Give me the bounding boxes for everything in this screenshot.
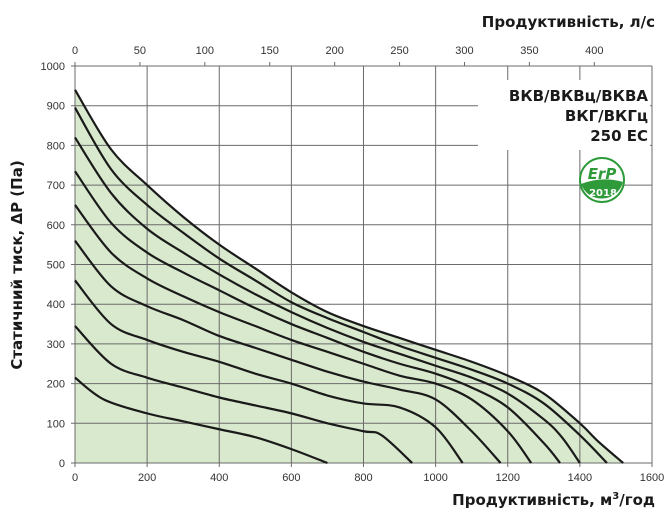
y-tick-label: 1000 (41, 61, 65, 73)
y-tick-label: 400 (47, 299, 65, 311)
svg-text:2018: 2018 (589, 188, 617, 199)
x-tick-label: 1600 (640, 472, 664, 484)
x2-tick-label: 0 (72, 45, 78, 57)
x2-tick-label: 200 (325, 45, 343, 57)
bottom-axis-title: Продуктивність, м3/год (452, 491, 655, 509)
model-line-1: ВКВ/ВКВц/ВКВА (509, 87, 648, 105)
model-label: ВКВ/ВКВц/ВКВА ВКГ/ВКГц 250 ЕС (478, 80, 650, 150)
y-tick-label: 700 (47, 180, 65, 192)
performance-curve-7 (74, 279, 464, 464)
top-axis-title: Продуктивність, л/с (482, 13, 655, 31)
performance-curve-8 (74, 325, 413, 464)
svg-text:ErP: ErP (588, 165, 617, 183)
x2-tick-label: 300 (455, 45, 473, 57)
x-tick-label: 0 (72, 472, 78, 484)
y-tick-label: 200 (47, 379, 65, 391)
performance-curves (74, 89, 624, 465)
x-tick-label: 1200 (496, 472, 520, 484)
x2-tick-label: 250 (390, 45, 408, 57)
performance-curve-1 (74, 89, 624, 464)
performance-curve-5 (74, 204, 533, 464)
performance-curve-6 (74, 239, 502, 464)
y-tick-label: 800 (47, 140, 65, 152)
y-tick-label: 100 (47, 418, 65, 430)
operating-area-fill (75, 89, 624, 463)
x-tick-label: 600 (282, 472, 300, 484)
y-tick-label: 500 (47, 260, 65, 272)
y-tick-label: 900 (47, 101, 65, 113)
axes: 0 200 400 600 800 1000 1200 1400 160001002003004… (41, 45, 665, 484)
x-tick-label: 200 (138, 472, 156, 484)
performance-curve-4 (74, 170, 561, 464)
x2-tick-label: 350 (520, 45, 538, 57)
y-tick-label: 300 (47, 339, 65, 351)
x2-tick-label: 100 (196, 45, 214, 57)
y-axis-title: Статичний тиск, ΔР (Па) (8, 160, 26, 369)
performance-curve-3 (74, 136, 581, 464)
erp-2018-badge-icon: ErP 2018 (579, 157, 625, 203)
x-tick-label: 400 (210, 472, 228, 484)
x2-tick-label: 150 (261, 45, 279, 57)
y-tick-label: 0 (59, 458, 65, 470)
performance-curve-2 (74, 107, 608, 464)
y-tick-label: 600 (47, 220, 65, 232)
grid-lines (71, 62, 653, 467)
x2-tick-label: 50 (134, 45, 146, 57)
x-tick-label: 1000 (423, 472, 447, 484)
model-line-2: ВКГ/ВКГц (565, 107, 648, 125)
x2-tick-label: 400 (585, 45, 603, 57)
x-tick-label: 1400 (568, 472, 592, 484)
model-line-3: 250 ЕС (590, 127, 648, 145)
performance-curve-9 (74, 376, 328, 465)
x-tick-label: 800 (354, 472, 372, 484)
